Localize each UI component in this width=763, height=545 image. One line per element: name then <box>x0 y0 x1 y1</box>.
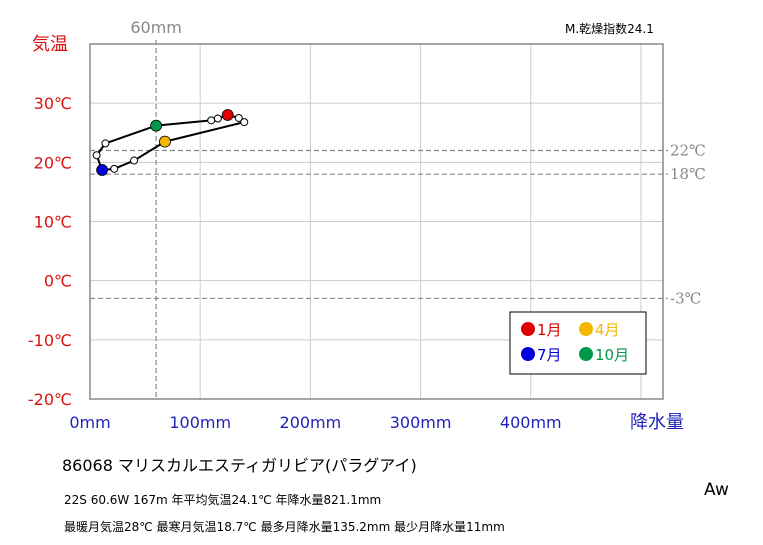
chart-title: 86068 マリスカルエスティガリビア(パラグアイ) <box>62 456 417 475</box>
reference-label-temp: -3℃ <box>670 289 701 307</box>
plot-frame <box>89 43 664 400</box>
reference-label-precip: 60mm <box>130 18 182 37</box>
x-tick-label: 400mm <box>500 413 562 432</box>
y-tick-label: 20℃ <box>34 153 72 172</box>
x-tick-label: 200mm <box>280 413 342 432</box>
month-point <box>92 151 101 160</box>
legend-box <box>509 311 647 375</box>
month-point-highlight <box>221 109 234 121</box>
x-tick-label: 100mm <box>169 413 231 432</box>
legend-label: 4月 <box>595 321 620 339</box>
axes: 30℃ 20℃ 10℃ 0℃ -10℃ -20℃ 0mm 100mm 200mm 300mm 400… <box>28 94 562 432</box>
month-point <box>130 156 139 165</box>
x-tick-label: 300mm <box>390 413 452 432</box>
reference-label-temp: 18℃ <box>670 165 706 183</box>
month-point <box>240 118 249 127</box>
month-point-highlight <box>150 119 163 132</box>
y-tick-label: 10℃ <box>34 213 72 232</box>
y-axis-label: 気温 <box>32 34 68 55</box>
reference-lines: 22℃ 18℃ -3℃ 60mm <box>90 18 706 399</box>
y-tick-label: -10℃ <box>28 331 72 350</box>
legend-marker <box>521 322 535 336</box>
month-point <box>213 114 222 123</box>
month-point <box>207 116 216 125</box>
y-tick-label: 0℃ <box>44 272 72 291</box>
y-tick-label: 30℃ <box>34 94 72 113</box>
month-point-highlight <box>96 164 109 176</box>
legend-marker <box>579 322 593 336</box>
legend-marker <box>579 347 593 361</box>
legend-marker <box>521 347 535 361</box>
x-axis-label: 降水量 <box>630 412 684 433</box>
legend-label: 10月 <box>595 346 629 364</box>
month-point-highlight <box>159 135 171 148</box>
series <box>92 109 249 176</box>
month-point <box>110 164 119 173</box>
legend-label: 7月 <box>537 346 562 364</box>
month-point <box>234 113 243 122</box>
month-point <box>101 139 110 148</box>
legend: 1月 4月 7月 10月 <box>509 311 647 375</box>
climate-class: Aw <box>704 480 729 500</box>
aridity-index: M.乾燥指数24.1 <box>565 21 654 36</box>
station-info-line2: 最暖月気温28℃ 最寒月気温18.7℃ 最多月降水量135.2mm 最少月降水量… <box>64 520 505 534</box>
reference-label-temp: 22℃ <box>670 142 706 160</box>
y-tick-label: -20℃ <box>28 390 72 409</box>
station-info-line1: 22S 60.6W 167m 年平均気温24.1℃ 年降水量821.1mm <box>64 493 382 507</box>
legend-label: 1月 <box>537 321 562 339</box>
x-tick-label: 0mm <box>69 413 110 432</box>
